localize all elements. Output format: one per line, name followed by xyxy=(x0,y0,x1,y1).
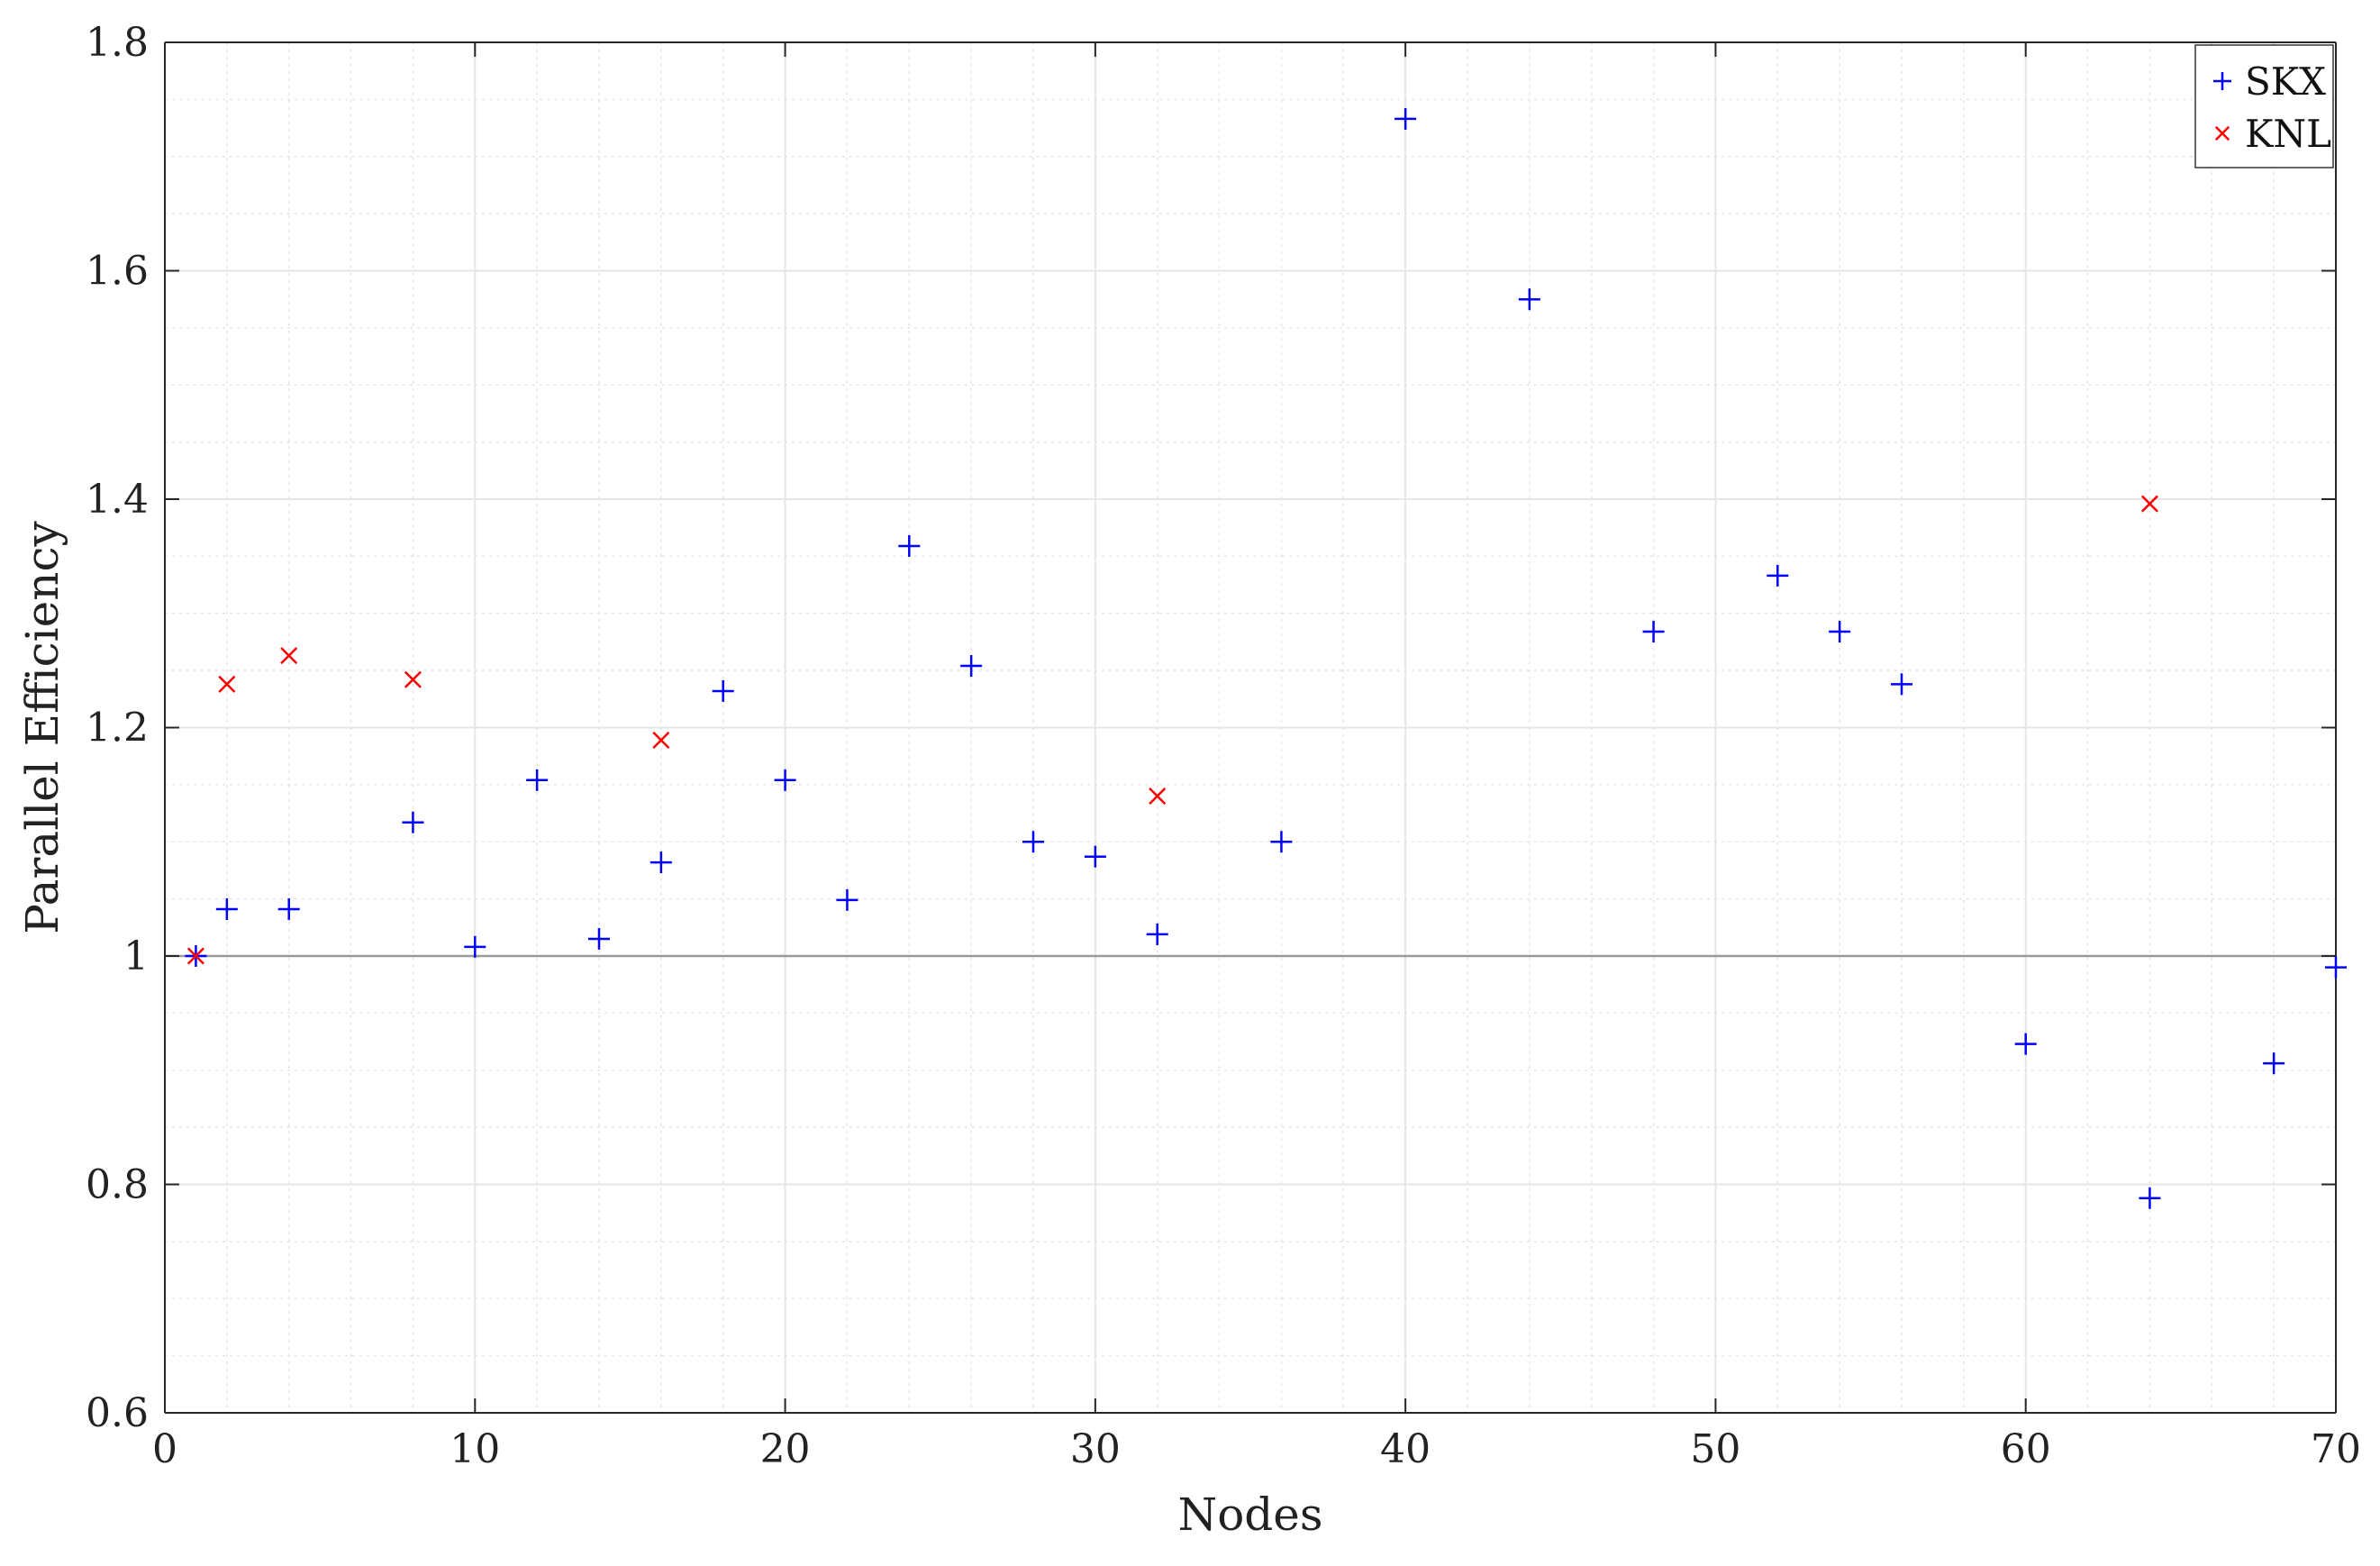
legend: SKX KNL xyxy=(2194,44,2334,168)
legend-marker-shape xyxy=(2213,72,2231,90)
legend-label-skx: SKX xyxy=(2245,59,2326,104)
x-tick-label: 40 xyxy=(1380,1426,1431,1472)
data-point-skx xyxy=(1084,845,1106,868)
x-tick-label: 50 xyxy=(1690,1426,1740,1472)
data-point-skx xyxy=(836,888,858,911)
data-point-skx xyxy=(2325,956,2347,979)
data-point-skx xyxy=(2139,1187,2161,1209)
data-points xyxy=(185,107,2347,1209)
data-point-skx xyxy=(1518,288,1540,311)
data-point-skx xyxy=(402,811,424,833)
x-tick-label: 20 xyxy=(760,1426,811,1472)
data-point-knl xyxy=(186,947,204,965)
legend-marker-knl xyxy=(2214,125,2230,141)
data-point-skx xyxy=(464,935,486,958)
data-point-skx xyxy=(1022,831,1044,853)
data-point-skx xyxy=(588,927,610,950)
data-point-knl xyxy=(652,731,670,749)
x-tick-label: 30 xyxy=(1070,1426,1121,1472)
y-tick-label: 0.6 xyxy=(86,1390,149,1436)
data-point-knl xyxy=(404,670,422,688)
y-axis-label: Parallel Efficiency xyxy=(16,521,68,934)
data-point-skx xyxy=(712,679,734,702)
legend-marker-skx xyxy=(2213,72,2231,90)
data-point-skx xyxy=(215,898,238,921)
y-tick-label: 1.2 xyxy=(86,706,149,751)
data-point-knl xyxy=(280,647,298,665)
y-tick-labels: 0.6 0.8 1 1.2 1.4 1.6 1.8 xyxy=(86,20,149,1436)
data-point-skx xyxy=(774,769,796,791)
data-point-skx xyxy=(526,769,549,791)
x-tick-label: 60 xyxy=(2001,1426,2051,1472)
data-point-skx xyxy=(1829,621,1851,643)
tick-marks xyxy=(164,41,2337,1414)
data-point-knl xyxy=(218,675,236,693)
legend-marker-shape xyxy=(2214,125,2230,141)
y-tick-label: 1.6 xyxy=(86,249,149,295)
x-tick-label: 0 xyxy=(152,1426,177,1472)
y-tick-label: 1 xyxy=(123,933,149,979)
y-tick-label: 1.8 xyxy=(86,20,149,66)
x-tick-labels: 0 10 20 30 40 50 60 70 xyxy=(152,1426,2361,1472)
x-tick-label: 70 xyxy=(2311,1426,2361,1472)
data-point-skx xyxy=(1891,673,1912,696)
data-point-skx xyxy=(650,851,672,874)
data-point-skx xyxy=(1394,107,1417,130)
y-tick-label: 0.8 xyxy=(86,1162,149,1208)
data-point-skx xyxy=(1146,923,1168,945)
data-point-skx xyxy=(960,655,983,678)
x-axis-label: Nodes xyxy=(1177,1489,1322,1541)
data-point-skx xyxy=(2014,1033,2037,1055)
data-point-skx xyxy=(898,534,921,557)
data-point-skx xyxy=(1767,564,1789,587)
y-tick-label: 1.4 xyxy=(86,477,149,523)
data-point-skx xyxy=(277,898,300,921)
data-point-skx xyxy=(1642,621,1665,643)
data-point-knl xyxy=(1149,788,1167,806)
data-point-skx xyxy=(2263,1052,2285,1075)
x-tick-label: 10 xyxy=(450,1426,500,1472)
legend-box xyxy=(2194,44,2334,168)
legend-label-knl: KNL xyxy=(2245,112,2331,156)
data-point-skx xyxy=(1270,831,1293,853)
data-point-knl xyxy=(2140,495,2158,513)
